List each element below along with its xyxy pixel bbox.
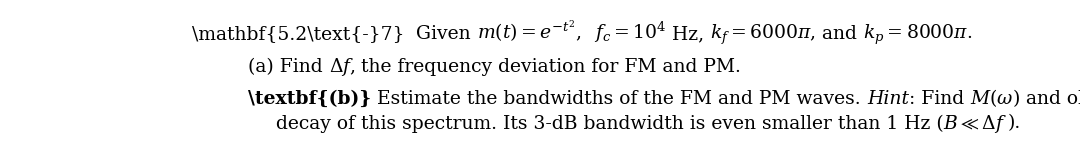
Text: Hint: Hint [867,90,909,108]
Text: $f_c = 10^4$: $f_c = 10^4$ [594,20,666,45]
Text: Hz,: Hz, [666,25,711,43]
Text: $\Delta f,$: $\Delta f,$ [328,56,355,78]
Text: Estimate the bandwidths of the FM and PM waves.: Estimate the bandwidths of the FM and PM… [372,90,867,108]
Text: $m(t) = e^{-t^2},$: $m(t) = e^{-t^2},$ [477,18,582,44]
Text: $M(\omega)$: $M(\omega)$ [970,87,1020,109]
Text: and: and [816,25,863,43]
Text: the frequency deviation for FM and PM.: the frequency deviation for FM and PM. [355,58,741,76]
Text: and observe the rapid: and observe the rapid [1020,90,1080,108]
Text: : Find: : Find [909,90,970,108]
Text: ).: ). [1008,115,1021,133]
Text: $k_f = 6000\pi,$: $k_f = 6000\pi,$ [711,23,816,47]
Text: decay of this spectrum. Its 3-dB bandwidth is even smaller than 1 Hz (: decay of this spectrum. Its 3-dB bandwid… [275,114,943,133]
Text: Given: Given [404,25,477,43]
Text: \mathbf{5.2\text{-}7}: \mathbf{5.2\text{-}7} [192,25,404,43]
Text: (a) Find: (a) Find [248,58,328,76]
Text: $k_p = 8000\pi.$: $k_p = 8000\pi.$ [863,23,972,47]
Text: $B \ll \Delta f$: $B \ll \Delta f$ [943,113,1008,135]
Text: \textbf{(b)}: \textbf{(b)} [248,90,372,108]
